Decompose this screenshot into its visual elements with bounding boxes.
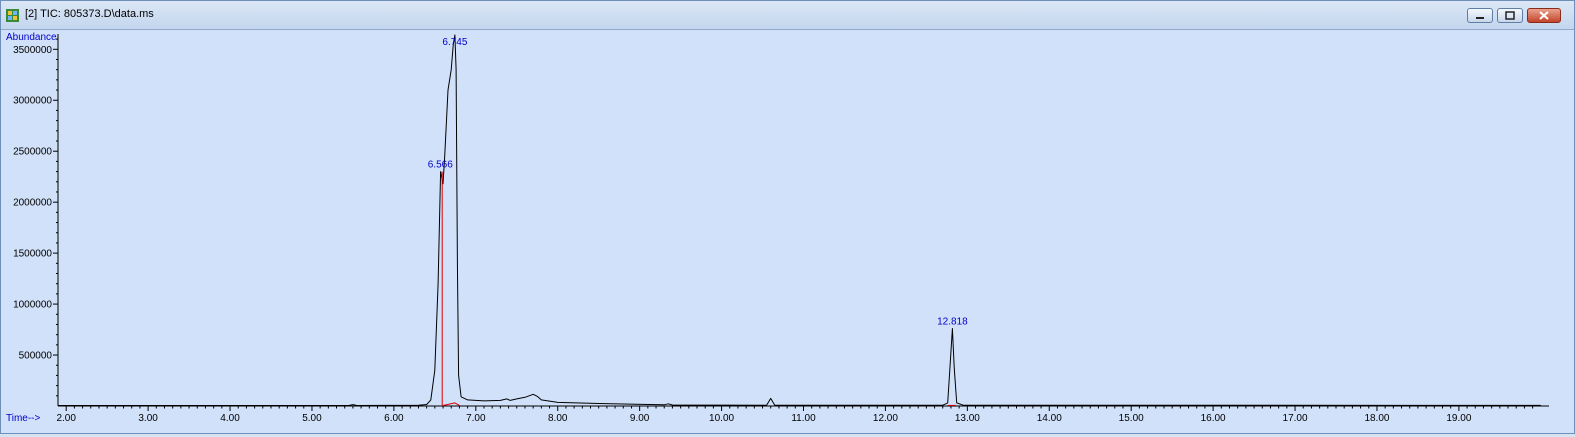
y-tick-label: 3000000 [13,96,52,107]
y-tick-label: 500000 [19,351,53,362]
x-tick-label: 5.00 [302,413,322,424]
x-tick-label: 15.00 [1119,413,1144,424]
x-tick-label: 7.00 [466,413,486,424]
x-tick-label: 14.00 [1037,413,1062,424]
x-tick-label: 12.00 [873,413,898,424]
close-button[interactable] [1527,8,1561,23]
window-title: [2] TIC: 805373.D\data.ms [25,8,154,20]
close-icon [1539,11,1549,20]
x-tick-label: 8.00 [548,413,568,424]
axes: 500000 1000000 1500000 2000000 2500000 300000… [13,34,1549,424]
x-axis-label: Time--> [6,413,41,424]
y-tick-label: 3500000 [13,45,52,56]
x-tick-label: 6.00 [384,413,404,424]
x-tick-label: 3.00 [138,413,158,424]
y-axis-label: Abundance [6,32,57,43]
x-tick-label: 18.00 [1364,413,1389,424]
peak-label: 12.818 [937,317,968,328]
chart-area: 500000 1000000 1500000 2000000 2500000 300000… [1,30,1574,433]
minimize-icon [1476,17,1484,19]
y-tick-label: 2000000 [13,198,52,209]
title-bar[interactable]: [2] TIC: 805373.D\data.ms [1,1,1574,30]
peak-label: 6.566 [428,160,453,171]
peak-label: 6.745 [442,37,467,48]
tic-trace [58,34,1541,406]
restore-button[interactable] [1497,8,1523,23]
x-tick-label: 19.00 [1446,413,1471,424]
x-tick-label: 2.00 [56,413,76,424]
y-tick-label: 1500000 [13,249,52,260]
chromatogram-icon [6,9,19,22]
x-tick-label: 17.00 [1283,413,1308,424]
y-tick-label: 1000000 [13,300,52,311]
x-tick-label: 9.00 [630,413,650,424]
x-tick-label: 4.00 [220,413,240,424]
labels-layer: 6.566 6.745 12.818 [428,37,968,328]
minimize-button[interactable] [1467,8,1493,23]
integration-baseline [442,402,460,406]
x-tick-label: 16.00 [1201,413,1226,424]
x-tick-label: 10.00 [709,413,734,424]
restore-icon [1505,11,1515,20]
x-tick-label: 11.00 [791,413,816,424]
x-tick-label: 13.00 [955,413,980,424]
series-layer [58,34,1541,406]
chromatogram-chart: 500000 1000000 1500000 2000000 2500000 300000… [6,32,1549,424]
y-tick-label: 2500000 [13,147,52,158]
